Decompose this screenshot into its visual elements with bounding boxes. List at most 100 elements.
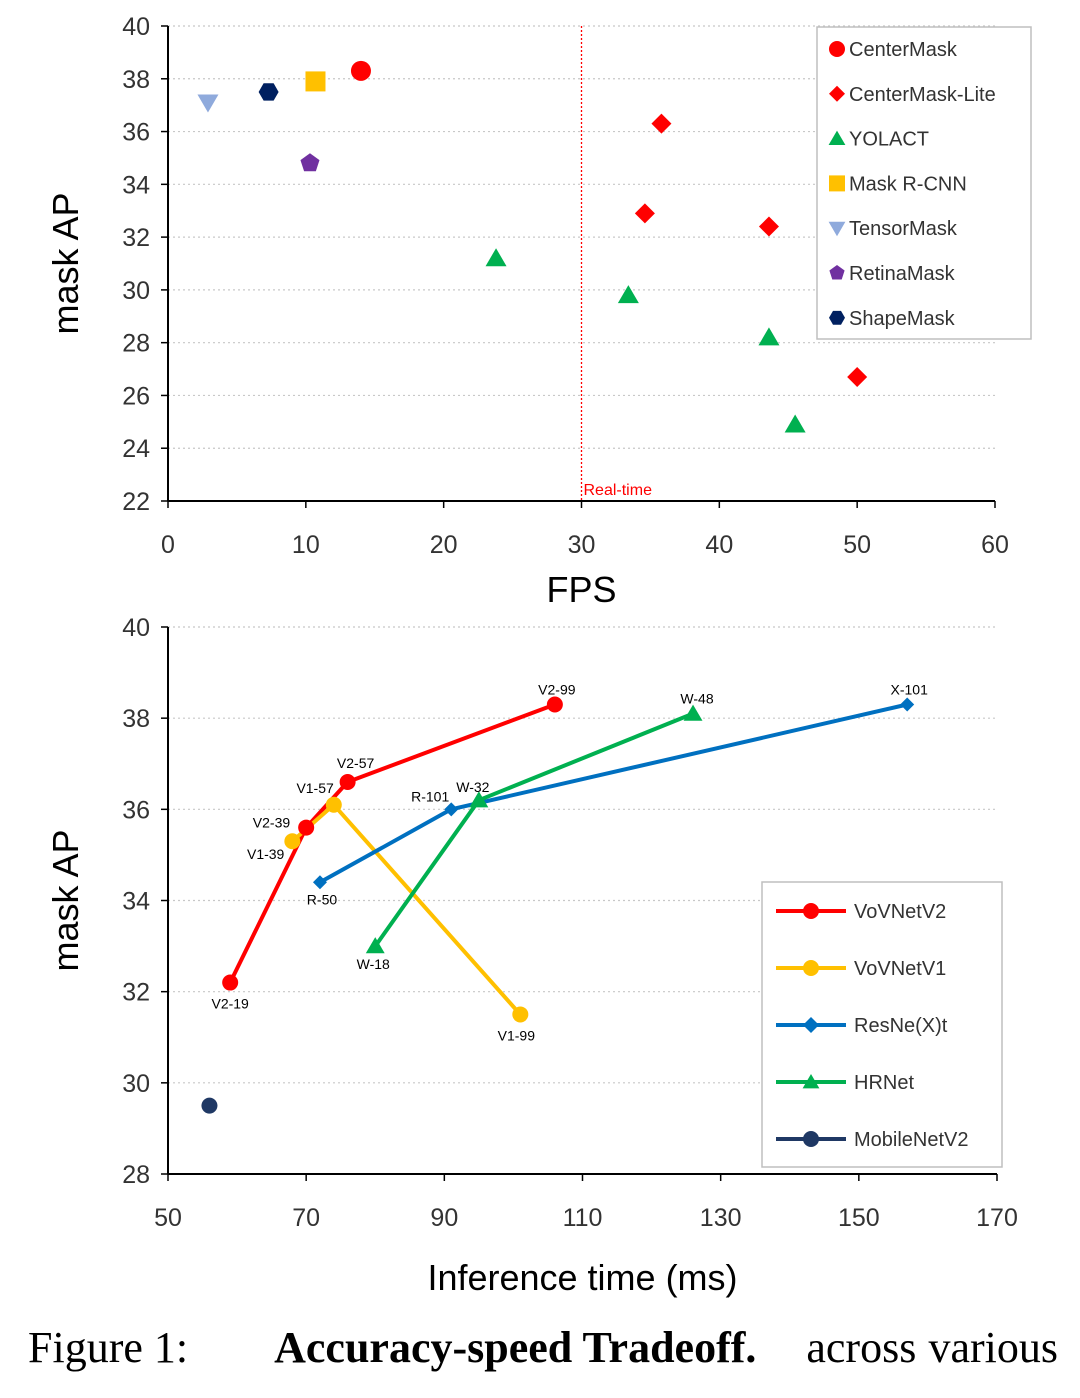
y-tick-label: 28 [122,1161,150,1189]
x-tick-label: 30 [568,531,596,559]
vovnetv1-point [512,1006,529,1023]
resne-x-t-point [444,802,459,817]
point-label-v2-19: V2-19 [211,996,249,1012]
point-label-v2-99: V2-99 [538,681,576,697]
legend-marker-mobilenetv2 [803,1131,819,1147]
x-tick-label: 150 [838,1204,880,1232]
legend-marker-hrnet [802,1074,820,1089]
point-label-w-18: W-18 [357,956,390,972]
y-tick-label: 36 [122,796,150,824]
legend-label-tensormask: TensorMask [849,218,958,240]
legend-label-mask-r-cnn: Mask R-CNN [849,173,967,195]
point-label-r-101: R-101 [411,788,449,804]
legend-label-vovnetv1: VoVNetV1 [854,958,946,980]
point-label-v2-57: V2-57 [337,755,375,771]
inference-time-line-chart: 28 30 32 34 36 38 40 50 70 90 110 130 150 170 Inferenc… [45,614,1018,1298]
y-tick-label: 32 [122,979,150,1007]
vovnetv2-point [222,974,239,991]
legend-label-retinamask: RetinaMask [849,263,956,285]
centermask-lite-point [758,216,779,237]
vovnetv1-point [325,796,342,813]
hrnet-line [373,711,694,948]
realtime-label: Real-time [584,482,653,499]
x-tick-label: 90 [430,1204,458,1232]
legend-label-mobilenetv2: MobileNetV2 [854,1129,969,1151]
caption-title: Accuracy-speed Tradeoff. [274,1323,757,1372]
legend-marker-resne-x-t [803,1017,819,1033]
legend-label-centermask: CenterMask [849,39,958,61]
y-tick-label: 32 [122,224,150,252]
y-tick-label: 38 [122,705,150,733]
y-tick-label: 34 [122,888,150,916]
legend-label-hrnet: HRNet [854,1072,914,1094]
x-tick-label: 170 [976,1204,1018,1232]
y-tick-label: 38 [122,66,150,94]
y-tick-label: 40 [122,614,150,642]
caption-number: Figure 1: [28,1323,189,1372]
shapemask-point [258,83,279,101]
legend-label-yolact: YOLACT [849,129,929,151]
x-tick-label: 60 [981,531,1009,559]
x-tick-label: 0 [161,531,175,559]
y-tick-label: 28 [122,330,150,358]
resne-x-t-point [900,697,915,712]
y-tick-label: 34 [122,171,150,199]
x-tick-label: 50 [154,1204,182,1232]
hrnet-point [365,937,385,954]
point-label-r-50: R-50 [307,891,338,907]
y-tick-label: 30 [122,1070,150,1098]
legend-marker-tensormask [828,221,846,237]
x-tick-label: 130 [700,1204,742,1232]
point-label-v1-57: V1-57 [296,780,334,796]
x-axis-title: FPS [546,569,616,610]
yolact-point [758,327,780,346]
tensormask-point [197,94,219,113]
legend-marker-centermask [829,41,845,57]
x-tick-label: 40 [705,531,733,559]
legend-marker-vovnetv1 [803,960,819,976]
legend-marker-vovnetv2 [803,903,819,919]
resne-x-t-point [312,875,327,890]
y-tick-label: 22 [122,488,150,516]
point-label-v2-39: V2-39 [253,815,291,831]
legend-label-vovnetv2: VoVNetV2 [854,901,946,923]
figure-caption: Figure 1: Accuracy-speed Tradeoff. acros… [28,1322,1058,1392]
y-tick-label: 30 [122,277,150,305]
point-label-x-101: X-101 [891,681,929,697]
figure-canvas: 22 24 26 28 30 32 34 36 38 40 0 10 20 30 40 50 60 Real-ti… [45,13,1032,1298]
vovnetv2-point [298,819,315,836]
yolact-point [617,285,639,304]
y-tick-label: 40 [122,13,150,41]
vovnetv2-point [339,773,356,790]
hrnet-point [469,791,489,808]
y-tick-label: 24 [122,435,150,463]
hrnet-point [683,704,703,721]
y-tick-label: 36 [122,119,150,147]
legend-label-shapemask: ShapeMask [849,308,956,330]
point-label-w-48: W-48 [680,691,713,707]
point-label-v1-39: V1-39 [247,846,285,862]
legend-marker-mask-r-cnn [829,175,845,192]
centermask-lite-point [651,113,672,134]
legend-box [816,26,1032,340]
x-tick-label: 70 [292,1204,320,1232]
legend-marker-yolact [828,130,846,145]
vovnetv2-point [546,696,563,713]
retinamask-point [300,153,320,172]
point-label-w-32: W-32 [456,779,489,795]
legend-marker-centermask-lite [829,85,845,102]
y-axis-title: mask AP [45,192,86,334]
centermask-lite-point [847,366,868,387]
x-tick-label: 50 [843,531,871,559]
y-axis-title: mask AP [45,829,86,971]
legend-label-resne-x-t: ResNe(X)t [854,1015,948,1037]
legend-marker-retinamask [829,265,845,280]
vovnetv1-point [284,833,301,850]
yolact-point [784,414,806,433]
x-tick-label: 20 [430,531,458,559]
y-tick-label: 26 [122,382,150,410]
mobilenetv2-point [201,1097,218,1114]
fps-scatter-chart: 22 24 26 28 30 32 34 36 38 40 0 10 20 30 40 50 60 Real-ti… [45,13,1032,610]
centermask-point [350,60,371,81]
x-tick-label: 10 [292,531,320,559]
